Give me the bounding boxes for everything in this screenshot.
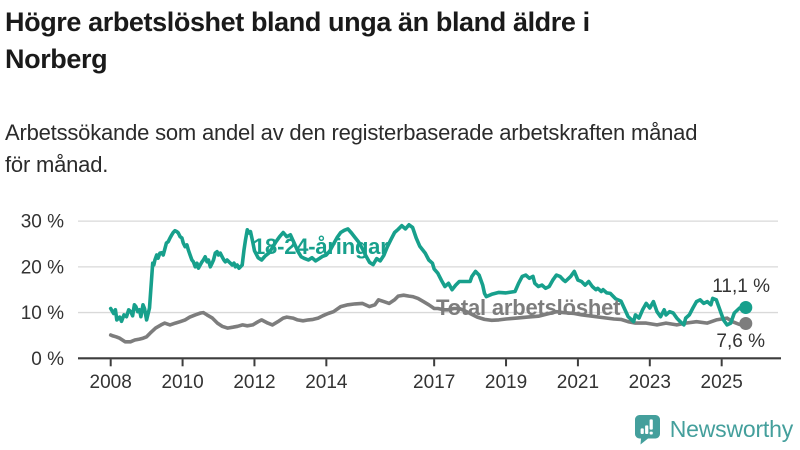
x-tick-label: 2010	[161, 372, 203, 393]
series-line-1	[108, 293, 748, 344]
series-end-dot-1	[739, 317, 753, 330]
page-subtitle: Arbetssökande som andel av den registerb…	[5, 120, 698, 177]
end-value-young: 11,1 %	[712, 276, 770, 297]
newsworthy-speech-bubble-chart-icon	[634, 414, 661, 445]
y-tick-label: 0 %	[31, 349, 64, 370]
series-label-young: 18-24-åringar	[253, 234, 389, 259]
page-title: Högre arbetslöshet bland unga än bland ä…	[5, 7, 590, 74]
y-tick-label: 10 %	[21, 303, 64, 324]
series-end-dot-0	[739, 301, 753, 314]
newsworthy-logo-text: Newsworthy	[669, 416, 793, 442]
x-tick-label: 2021	[557, 372, 599, 393]
x-tick-label: 2017	[413, 372, 455, 393]
y-tick-label: 30 %	[21, 212, 64, 233]
x-tick-label: 2014	[305, 372, 348, 393]
x-tick-label: 2008	[90, 372, 132, 393]
newsworthy-logo: Newsworthy	[634, 414, 793, 445]
end-value-total: 7,6 %	[716, 331, 765, 352]
y-tick-label: 20 %	[21, 257, 64, 278]
x-tick-label: 2019	[485, 372, 527, 393]
series-line-0	[108, 223, 748, 327]
x-tick-label: 2023	[629, 372, 671, 393]
x-tick-label: 2025	[701, 372, 743, 393]
x-tick-label: 2012	[233, 372, 275, 393]
series-label-total: Total arbetslöshet	[436, 295, 621, 320]
